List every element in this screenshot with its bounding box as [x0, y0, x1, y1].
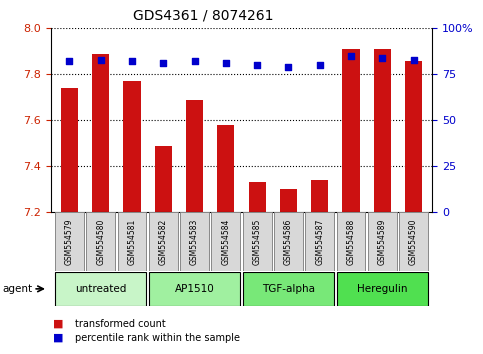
Text: GSM554583: GSM554583 — [190, 218, 199, 265]
Text: GSM554585: GSM554585 — [253, 218, 262, 265]
Text: ■: ■ — [53, 319, 64, 329]
Bar — [374, 49, 391, 212]
Text: GDS4361 / 8074261: GDS4361 / 8074261 — [133, 9, 273, 23]
Bar — [61, 88, 78, 212]
Text: percentile rank within the sample: percentile rank within the sample — [75, 333, 240, 343]
Point — [316, 62, 324, 68]
Text: GSM554581: GSM554581 — [128, 218, 137, 265]
Bar — [249, 183, 266, 212]
Text: untreated: untreated — [75, 284, 127, 294]
Text: GSM554588: GSM554588 — [346, 218, 355, 265]
Bar — [274, 212, 303, 271]
Point — [222, 61, 230, 66]
Bar — [337, 212, 365, 271]
Bar — [86, 212, 115, 271]
Text: transformed count: transformed count — [75, 319, 166, 329]
Text: GSM554582: GSM554582 — [159, 218, 168, 265]
Point — [253, 62, 261, 68]
Bar — [155, 146, 172, 212]
Bar — [124, 81, 141, 212]
Bar — [118, 212, 146, 271]
Point — [97, 57, 105, 62]
Bar — [337, 272, 428, 306]
Text: Heregulin: Heregulin — [357, 284, 408, 294]
Text: GSM554580: GSM554580 — [96, 218, 105, 265]
Text: GSM554579: GSM554579 — [65, 218, 74, 265]
Bar — [399, 212, 428, 271]
Point — [159, 61, 167, 66]
Text: agent: agent — [2, 284, 32, 294]
Bar — [180, 212, 209, 271]
Bar — [186, 100, 203, 212]
Text: GSM554590: GSM554590 — [409, 218, 418, 265]
Point — [66, 59, 73, 64]
Bar — [243, 212, 271, 271]
Text: GSM554586: GSM554586 — [284, 218, 293, 265]
Point — [191, 59, 199, 64]
Bar — [368, 212, 397, 271]
Bar — [212, 212, 240, 271]
Bar — [149, 212, 178, 271]
Bar — [280, 189, 297, 212]
Bar — [311, 180, 328, 212]
Bar — [405, 61, 422, 212]
Text: AP1510: AP1510 — [175, 284, 214, 294]
Text: TGF-alpha: TGF-alpha — [262, 284, 315, 294]
Point — [378, 55, 386, 61]
Bar — [55, 272, 146, 306]
Text: GSM554584: GSM554584 — [221, 218, 230, 265]
Text: ■: ■ — [53, 333, 64, 343]
Point — [347, 53, 355, 59]
Bar — [149, 272, 240, 306]
Bar — [342, 49, 359, 212]
Point — [410, 57, 417, 62]
Point — [128, 59, 136, 64]
Bar — [243, 272, 334, 306]
Bar — [305, 212, 334, 271]
Bar — [217, 125, 234, 212]
Bar — [92, 54, 109, 212]
Bar — [55, 212, 84, 271]
Point — [284, 64, 292, 70]
Text: GSM554587: GSM554587 — [315, 218, 324, 265]
Text: GSM554589: GSM554589 — [378, 218, 387, 265]
